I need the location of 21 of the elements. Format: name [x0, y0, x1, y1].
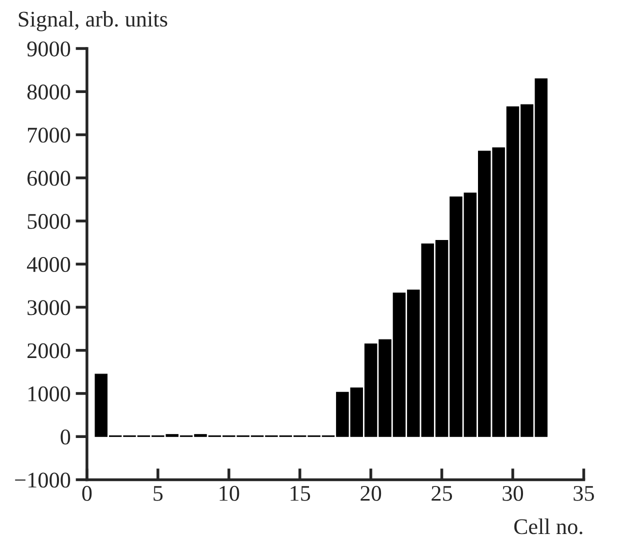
y-tick-label: 9000 [27, 41, 70, 56]
y-tick-label: 6000 [27, 170, 70, 186]
y-tick-label: 2000 [28, 343, 70, 358]
y-tick-label: 4000 [26, 257, 70, 272]
x-tick-label: 10 [220, 486, 240, 501]
x-tick-label: 30 [502, 486, 524, 501]
y-tick-label: 3000 [28, 300, 70, 316]
y-tick-label: 1000 [28, 386, 70, 402]
y-axis-title: Signal, arb. units [18, 11, 168, 32]
x-tick-label: 0 [82, 486, 92, 501]
y-tick-label: 5000 [28, 214, 70, 229]
x-tick-label: 15 [290, 486, 310, 501]
x-tick-label: 35 [574, 486, 594, 501]
y-tick-label: 7000 [28, 128, 70, 143]
y-tick-label: 8000 [27, 84, 70, 100]
x-tick-label: 5 [154, 486, 163, 501]
x-axis-title: Cell no. [514, 518, 582, 534]
x-tick-label: 20 [360, 486, 382, 501]
y-tick-label: 0 [60, 430, 70, 445]
x-tick-label: 25 [432, 486, 452, 501]
y-tick-label: −1000 [15, 472, 70, 488]
